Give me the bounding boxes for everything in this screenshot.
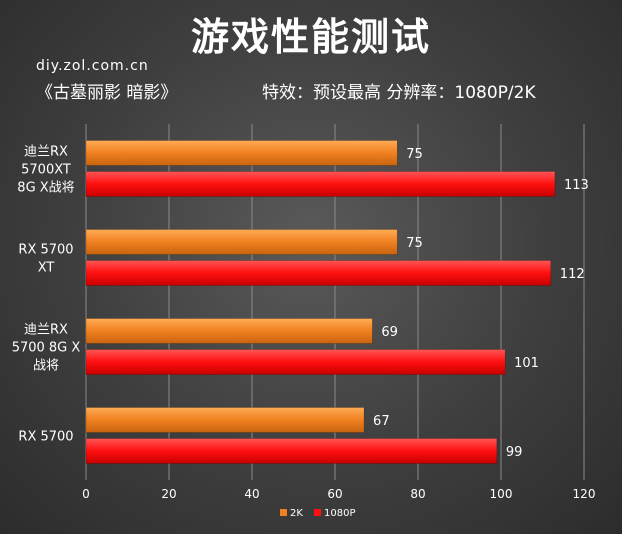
legend-swatch-1080p	[314, 509, 321, 516]
bar-1080p	[85, 438, 498, 464]
bars	[85, 140, 556, 464]
legend-label: 2K	[290, 508, 303, 519]
data-label: 101	[514, 356, 539, 371]
data-label: 112	[560, 267, 585, 282]
category-label: 迪兰RX 5700XT 8G X战将	[17, 145, 74, 196]
category-label: 迪兰RX 5700 8G X 战将	[12, 323, 81, 374]
bar-2k	[85, 140, 398, 166]
category-label: RX 5700 XT	[18, 243, 73, 276]
x-tick-label: 60	[327, 487, 342, 501]
bar-2k	[85, 407, 365, 433]
data-label: 75	[406, 147, 423, 162]
labels: 0 20 40 60 80 100 120 75 113 迪兰RX 5700XT 8G X战将 75 11…	[12, 145, 596, 502]
x-tick-label: 20	[161, 487, 176, 501]
game-label: 《古墓丽影 暗影》	[36, 83, 178, 103]
site-label: diy.zol.com.cn	[36, 58, 149, 74]
data-label: 99	[506, 445, 523, 460]
data-label: 67	[373, 414, 390, 429]
legend: 2K 1080P	[280, 508, 355, 519]
x-tick-label: 120	[573, 487, 596, 501]
data-label: 69	[381, 325, 398, 340]
bar-2k	[85, 229, 398, 255]
bar-1080p	[85, 260, 552, 286]
legend-swatch-2k	[280, 509, 287, 516]
bar-1080p	[85, 349, 506, 375]
legend-label: 1080P	[324, 508, 355, 519]
data-label: 75	[406, 236, 423, 251]
x-tick-label: 80	[410, 487, 425, 501]
bar-1080p	[85, 171, 556, 197]
category-label: RX 5700	[18, 430, 73, 445]
x-tick-label: 100	[490, 487, 513, 501]
bar-2k	[85, 318, 373, 344]
x-tick-label: 0	[82, 487, 90, 501]
data-label: 113	[564, 178, 589, 193]
settings-label: 特效：预设最高 分辨率：1080P/2K	[262, 83, 536, 103]
x-tick-label: 40	[244, 487, 259, 501]
chart-title: 游戏性能测试	[190, 15, 431, 59]
